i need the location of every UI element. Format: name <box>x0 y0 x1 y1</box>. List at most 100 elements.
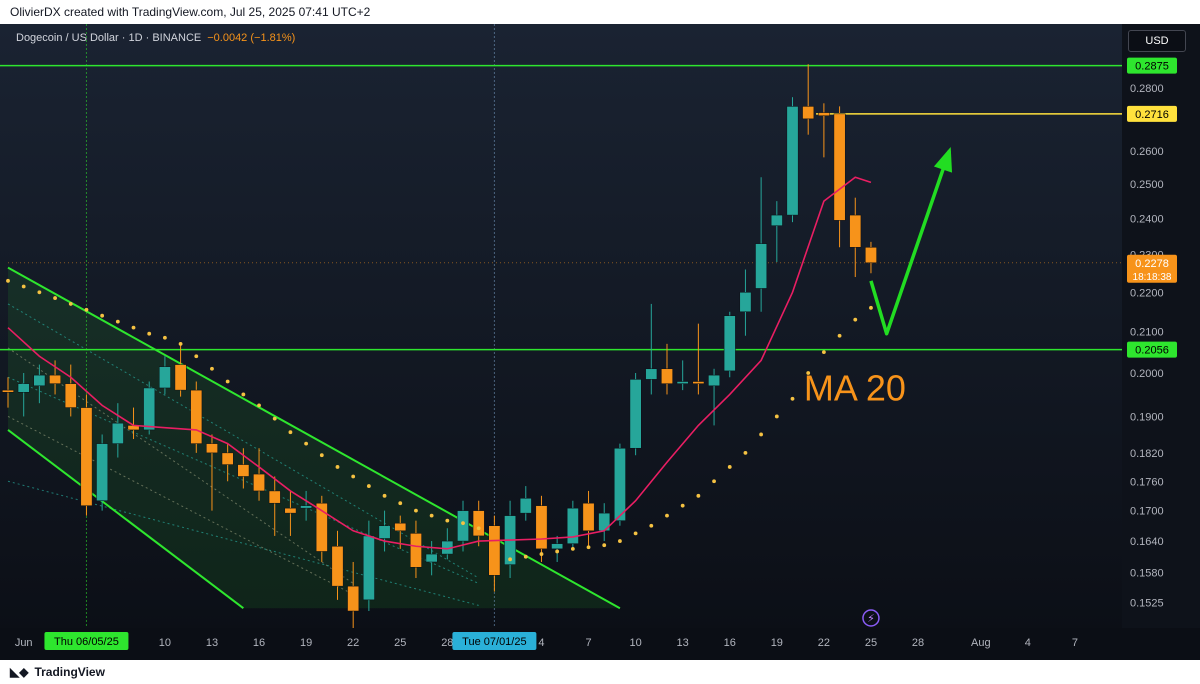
x-tick-label: 4 <box>1025 637 1031 649</box>
candle-body <box>833 113 846 221</box>
candle <box>676 360 689 391</box>
candle-body <box>551 543 564 550</box>
y-tick-label: 0.1580 <box>1130 568 1164 580</box>
candle <box>111 403 124 458</box>
attribution-bar: OlivierDX created with TradingView.com, … <box>0 0 1200 24</box>
psar-dot <box>414 508 418 513</box>
psar-dot <box>131 325 136 330</box>
candle <box>206 434 218 511</box>
psar-dot <box>680 503 685 508</box>
ma20-path <box>7 176 872 550</box>
psar-dot <box>790 396 795 401</box>
psar-dot <box>712 479 716 484</box>
candle-body <box>331 545 344 587</box>
psar-dot <box>53 296 57 300</box>
psar-dot <box>821 350 826 354</box>
psar-dot <box>398 501 403 506</box>
candle <box>802 64 815 135</box>
psar-dot <box>257 403 261 408</box>
chart-area[interactable]: MA 20⚡ 0.28000.26000.25000.24000.23000.2… <box>0 24 1200 660</box>
candle <box>535 495 548 562</box>
candle <box>80 394 93 516</box>
psar-dot <box>555 549 560 554</box>
price-level-tag: 0.2875 <box>1127 57 1177 74</box>
candle <box>457 500 469 552</box>
psar-dot <box>382 493 387 498</box>
candle <box>849 197 862 278</box>
candle-body <box>802 106 815 120</box>
x-tick-label: 7 <box>1072 637 1078 649</box>
x-tick-label: 4 <box>538 637 544 649</box>
x-tick-label: 28 <box>912 637 924 649</box>
candle-body <box>33 374 46 387</box>
candle-body <box>410 533 422 568</box>
price-level-bg <box>1127 105 1177 122</box>
psar-dot <box>210 366 214 371</box>
candle-body <box>865 247 877 264</box>
candle <box>2 377 14 408</box>
chart-legend: Dogecoin / US Dollar · 1D · BINANCE −0.00… <box>16 32 295 44</box>
lightning-glyph: ⚡ <box>867 612 875 625</box>
psar-dot <box>225 379 230 384</box>
ma20-line <box>7 176 872 550</box>
candle <box>723 311 736 378</box>
price-level-label: 0.2716 <box>1135 109 1169 121</box>
legend-symbol: Dogecoin / US Dollar · 1D · BINANCE <box>16 32 202 44</box>
candle <box>488 515 501 592</box>
candle <box>786 97 799 223</box>
psar-dot <box>649 523 654 528</box>
candle <box>331 530 344 600</box>
x-tick-label: 28 <box>441 637 453 649</box>
psar-dot <box>618 539 622 543</box>
psar-dot <box>178 341 183 346</box>
lightning-circle <box>862 609 880 627</box>
footer-bar: ◣◆ TradingView <box>0 660 1200 684</box>
candle-body <box>347 585 360 612</box>
x-tick-label: 7 <box>585 637 591 649</box>
currency-button[interactable]: USD <box>1128 30 1186 52</box>
candle-body <box>472 510 485 537</box>
candle-body <box>457 510 469 542</box>
candle <box>472 500 485 547</box>
psar-dot <box>759 432 764 437</box>
candle <box>315 495 328 562</box>
psar-dot <box>84 307 89 312</box>
candle-body <box>159 366 171 389</box>
psar-dot <box>523 554 528 559</box>
psar-dot <box>602 543 607 548</box>
current-price-label: 0.2278 <box>1135 258 1169 270</box>
y-tick-label: 0.1900 <box>1130 411 1164 423</box>
candle-body <box>64 383 77 408</box>
attribution-text: OlivierDX created with TradingView.com, … <box>10 5 371 19</box>
x-tick-label: 19 <box>300 637 312 649</box>
ma20-annotation: MA 20 <box>804 368 906 409</box>
candle <box>582 490 595 547</box>
y-tick-label: 0.1820 <box>1130 448 1164 460</box>
psar-dot <box>696 493 701 498</box>
psar-dot <box>461 521 465 526</box>
y-tick-label: 0.1700 <box>1130 506 1164 518</box>
price-level-label: 0.2875 <box>1135 61 1169 73</box>
candle <box>817 103 830 158</box>
candle-body <box>645 368 658 380</box>
candle <box>221 443 234 482</box>
candle-body <box>582 502 595 532</box>
descending-channel <box>7 266 621 610</box>
price-chart[interactable]: MA 20⚡ 0.28000.26000.25000.24000.23000.2… <box>0 24 1200 660</box>
psar-dot <box>319 453 324 458</box>
candle-body <box>17 383 30 393</box>
psar-dot <box>272 416 277 421</box>
candle-body <box>378 525 391 539</box>
candle <box>629 373 642 456</box>
x-marker-tag: Thu 06/05/25 <box>44 632 129 650</box>
x-tick-label: 13 <box>206 637 218 649</box>
marker-lines <box>85 24 495 628</box>
psar-dot <box>539 552 544 556</box>
x-tick-label: 13 <box>677 637 689 649</box>
psar-dot <box>37 290 42 295</box>
candle-body <box>80 407 93 506</box>
psar-dot <box>335 465 340 469</box>
candle-body <box>755 243 768 289</box>
candle-body <box>268 490 281 504</box>
price-level-bg <box>1127 341 1177 358</box>
